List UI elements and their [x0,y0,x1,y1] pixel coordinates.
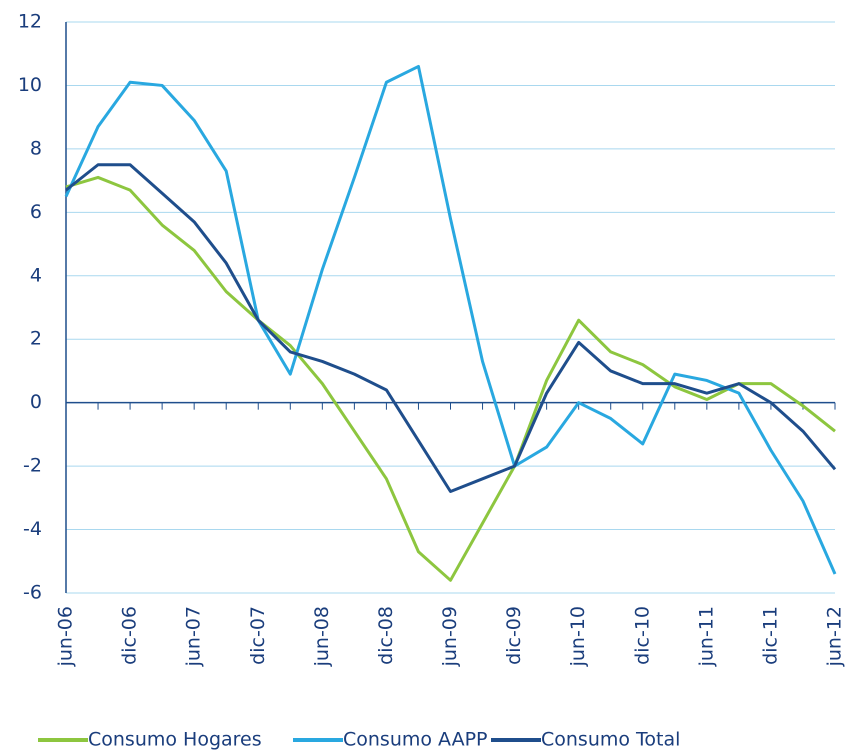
x-tick-label: jun-10 [567,606,589,667]
y-tick-label: -6 [23,582,42,604]
y-tick-label: -2 [23,455,42,477]
series-line [64,64,837,575]
series-line [65,175,836,582]
series-line [65,163,837,493]
x-tick-label: dic-09 [503,606,525,665]
x-tick-label: dic-07 [247,606,269,665]
x-tick-label: dic-08 [375,606,397,665]
y-tick-label: 12 [18,11,42,33]
x-tick-label: jun-11 [695,606,717,667]
y-tick-label: 0 [30,391,42,413]
x-tick-label: jun-12 [824,606,846,667]
y-tick-label: 6 [30,201,42,223]
legend-label: Consumo Hogares [88,729,262,751]
x-tick-label: jun-08 [311,606,333,667]
y-tick-label: 10 [18,74,42,96]
legend-label: Consumo Total [541,729,680,751]
y-tick-label: 8 [30,137,42,159]
x-tick-label: dic-10 [631,606,653,665]
y-tick-label: 4 [30,264,42,286]
y-tick-label: 2 [30,328,42,350]
x-tick-label: jun-09 [439,606,461,667]
x-tick-label: dic-06 [119,606,141,665]
x-tick-label: dic-11 [759,606,781,665]
x-tick-label: jun-07 [183,606,205,667]
legend-label: Consumo AAPP [343,729,488,751]
y-tick-label: -4 [23,518,42,540]
x-tick-label: jun-06 [55,606,77,667]
